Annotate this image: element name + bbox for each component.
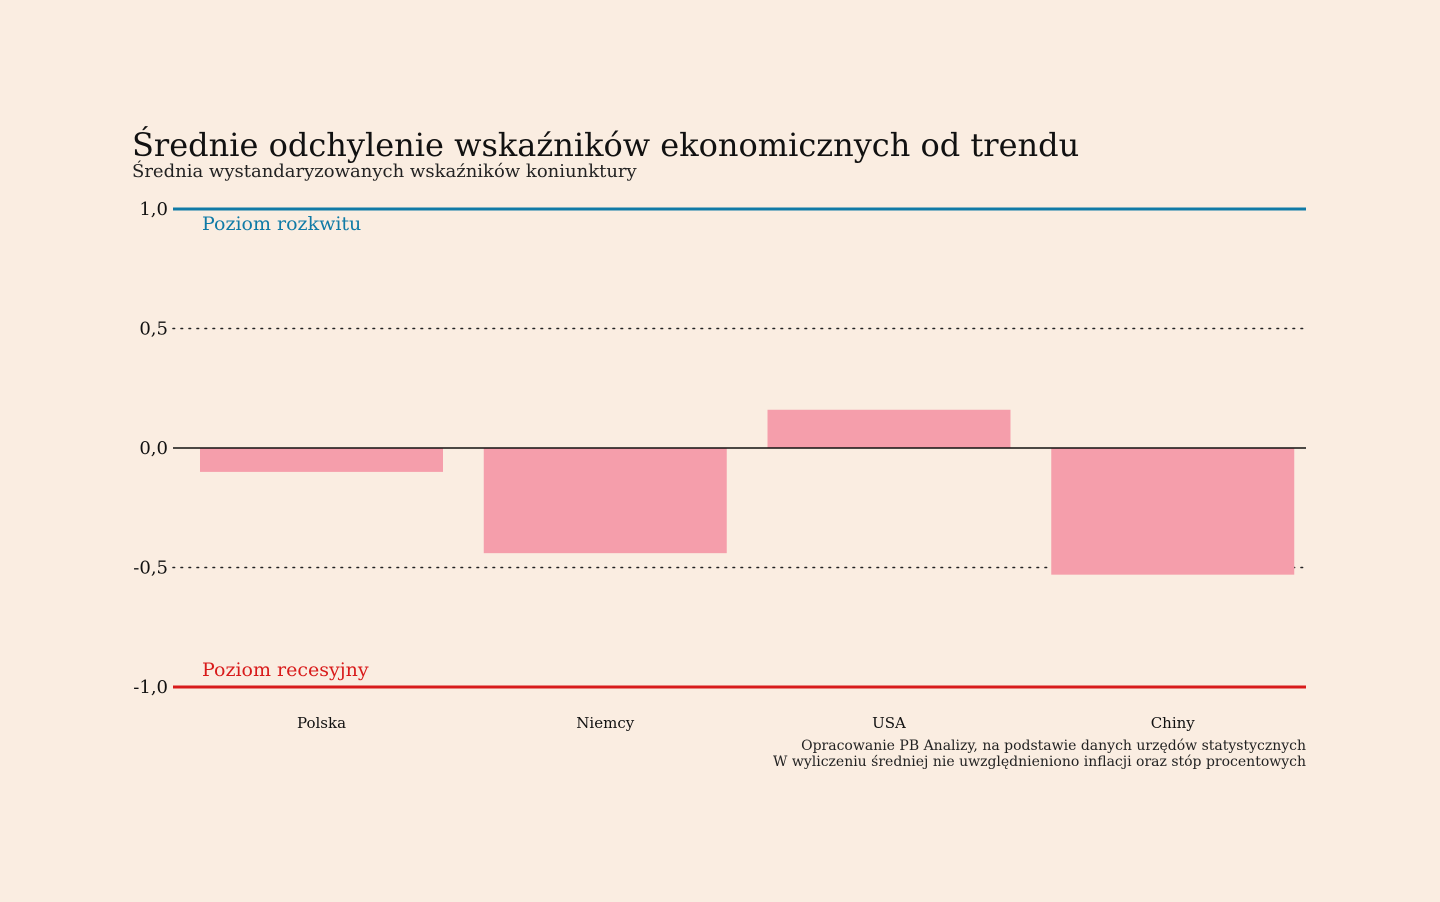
method-note: W wyliczeniu średniej nie uwzględnienion… [773,754,1306,770]
y-tick-label: 0,5 [139,319,168,340]
category-label-polska: Polska [297,714,346,732]
bar-polska [200,448,443,472]
recession-level-label: Poziom recesyjny [202,659,369,681]
category-label-niemcy: Niemcy [576,714,634,732]
source-note: Opracowanie PB Analizy, na podstawie dan… [801,738,1306,754]
bar-chiny [1051,448,1295,575]
chart-subtitle: Średnia wystandaryzowanych wskaźników ko… [132,159,638,182]
y-tick-label: -0,5 [133,558,168,579]
category-label-usa: USA [872,714,906,732]
labels: Polska Niemcy USA Chiny Poziom rozkwitu Pozio… [133,199,1195,732]
y-tick-label: 0,0 [139,438,168,459]
y-tick-label: 1,0 [139,199,168,220]
boom-level-label: Poziom rozkwitu [202,213,361,235]
bar-usa [767,409,1011,448]
category-label-chiny: Chiny [1151,714,1196,732]
y-tick-label: -1,0 [133,677,168,698]
chart-title: Średnie odchylenie wskaźników ekonomiczn… [132,126,1079,164]
axes [173,207,1306,689]
bars [200,409,1295,575]
bar-niemcy [483,448,727,554]
